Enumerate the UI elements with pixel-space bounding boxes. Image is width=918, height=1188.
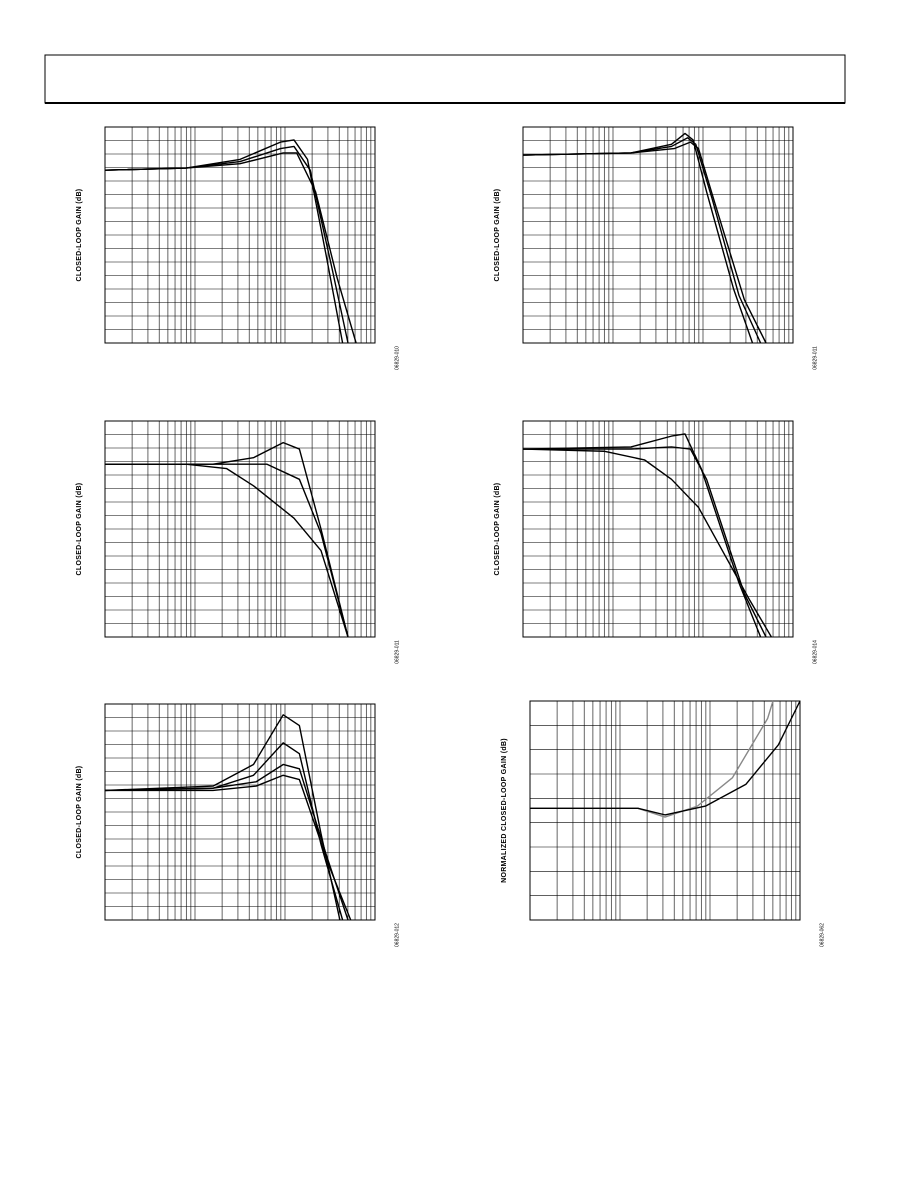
y-axis-label: CLOSED-LOOP GAIN (dB) [494,483,501,576]
plot-frame [522,126,794,344]
header-box [44,54,846,104]
plot-frame [104,420,376,638]
plot-frame [522,420,794,638]
y-axis-label: NORMALIZED CLOSED-LOOP GAIN (dB) [501,738,508,883]
plot-frame [104,126,376,344]
plot-frame [529,700,801,921]
figure-code: 06829-014 [812,640,818,664]
curve [104,139,344,344]
curve [522,132,754,344]
curve [522,433,762,638]
curve [523,446,767,638]
curve [104,714,341,921]
y-axis-label: CLOSED-LOOP GAIN (dB) [494,189,501,282]
curve [530,700,774,818]
curve [104,152,357,344]
curve [522,141,767,344]
curve [104,145,349,344]
curve [104,742,344,921]
curve [105,463,349,638]
figure-code: 06829-011 [812,346,818,370]
curve [522,137,762,344]
plot-frame [104,703,376,921]
figure-code: 06829-011 [394,640,400,664]
figure-code: 06829-012 [394,923,400,947]
y-axis-label: CLOSED-LOOP GAIN (dB) [76,189,83,282]
curve [530,700,801,816]
curve [522,448,773,638]
curve [105,774,352,921]
y-axis-label: CLOSED-LOOP GAIN (dB) [76,766,83,859]
curve [105,463,349,638]
figure-code: 06829-062 [819,923,825,947]
figure-code: 06829-010 [394,346,400,370]
y-axis-label: CLOSED-LOOP GAIN (dB) [76,483,83,576]
curve [104,763,349,921]
